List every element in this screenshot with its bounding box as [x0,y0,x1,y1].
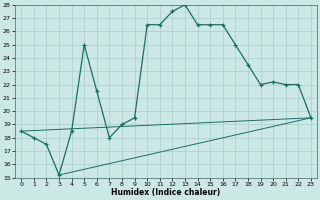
X-axis label: Humidex (Indice chaleur): Humidex (Indice chaleur) [111,188,221,197]
